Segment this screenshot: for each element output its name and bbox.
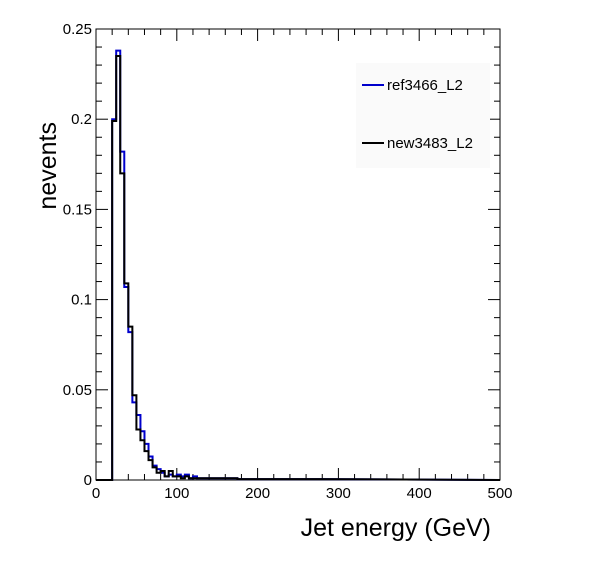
x-tick-label: 400 [407,485,432,502]
legend-box [356,63,490,168]
legend: ref3466_L2 new3483_L2 [356,63,490,168]
y-tick-label: 0.2 [71,111,92,128]
x-tick-label: 300 [326,485,351,502]
x-tick-label: 500 [487,485,512,502]
legend-label: new3483_L2 [387,135,473,152]
y-axis-title: nevents [34,122,62,210]
y-tick-label: 0.25 [63,21,92,38]
x-tick-label: 200 [245,485,270,502]
x-tick-label: 100 [164,485,189,502]
legend-label: ref3466_L2 [387,77,463,94]
y-tick-label: 0 [84,472,92,489]
series-layer [96,49,501,481]
series-1-histogram [96,55,501,481]
y-tick-label: 0.05 [63,382,92,399]
y-tick-label: 0.1 [71,292,92,309]
y-tick-label: 0.15 [63,201,92,218]
x-tick-label: 0 [92,485,100,502]
x-axis-title: Jet energy (GeV) [301,514,491,542]
